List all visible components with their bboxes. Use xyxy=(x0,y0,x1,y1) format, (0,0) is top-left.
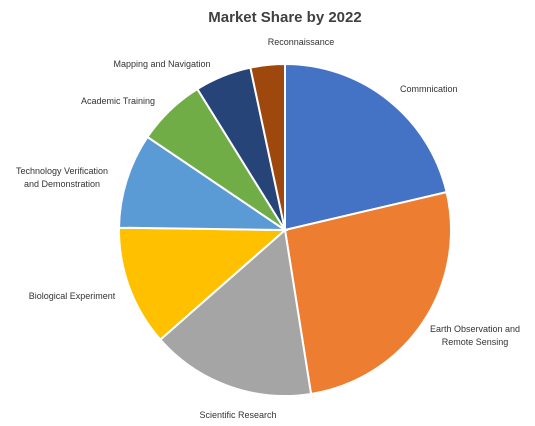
slice-label-6: Academic Training xyxy=(81,96,155,106)
slice-label-3: Scientific Research xyxy=(199,410,276,420)
pie-slice-8 xyxy=(249,62,286,231)
pie-labels: Commnication Earth Observation and Remote … xyxy=(16,37,520,420)
slice-label-5: Technology Verification and Demonstration xyxy=(16,166,108,189)
pie-slice-4 xyxy=(118,226,288,342)
pie-slice-1 xyxy=(284,62,448,232)
slice-label-1: Commnication xyxy=(400,84,458,94)
pie-slice-3 xyxy=(158,228,313,397)
pie-slice-5 xyxy=(118,135,289,232)
slice-label-7: Mapping and Navigation xyxy=(113,59,210,69)
slice-label-8: Reconnaissance xyxy=(268,37,335,47)
chart-title: Market Share by 2022 xyxy=(208,9,361,26)
slice-label-4: Biological Experiment xyxy=(29,291,116,301)
pie-slices xyxy=(118,62,452,397)
pie-slice-2 xyxy=(283,190,452,396)
slice-label-2: Earth Observation and Remote Sensing xyxy=(430,324,520,347)
